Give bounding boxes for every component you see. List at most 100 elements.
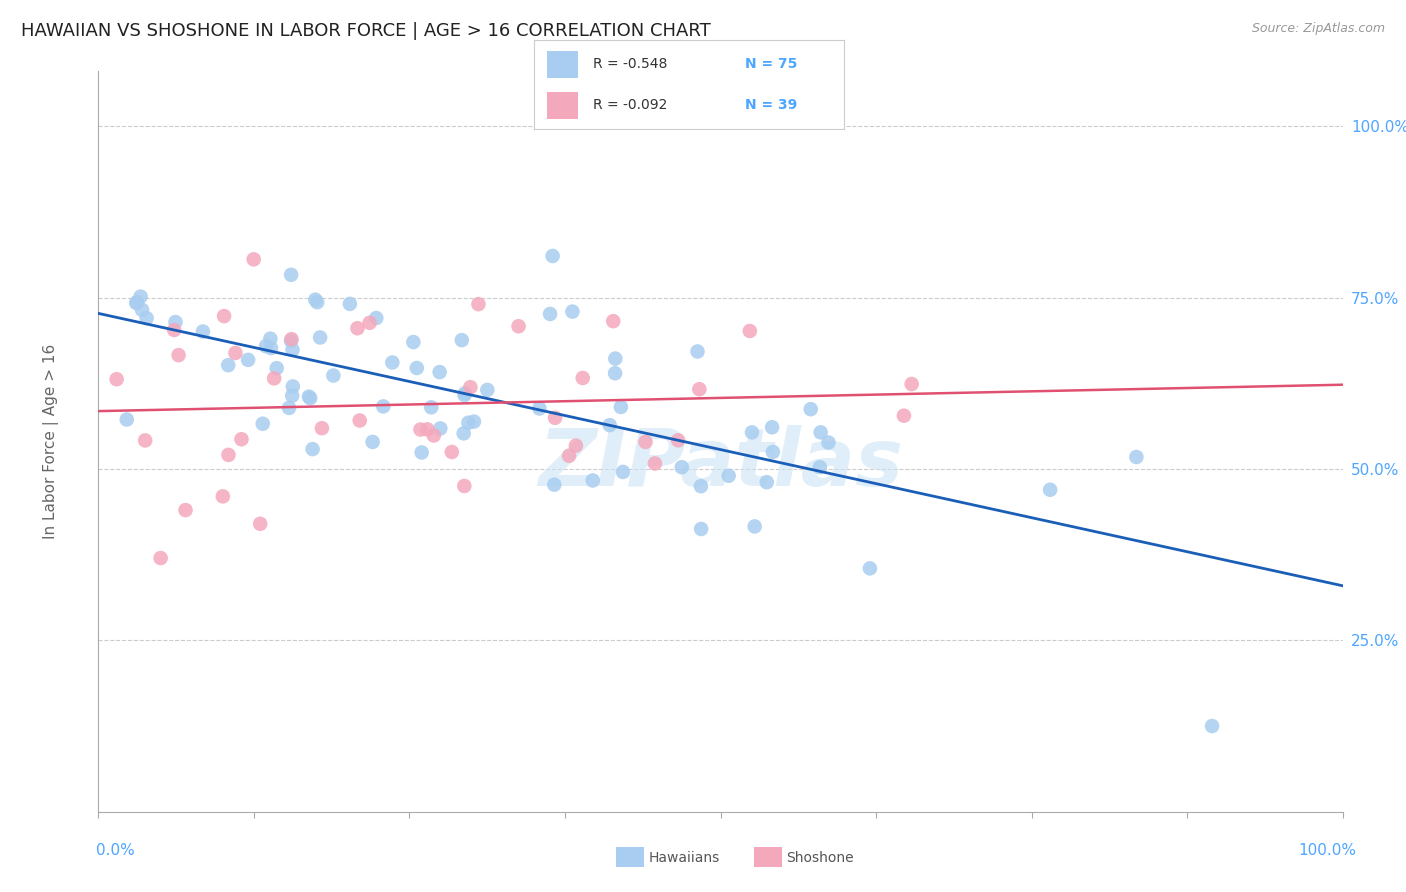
Text: In Labor Force | Age > 16: In Labor Force | Age > 16 xyxy=(44,344,59,539)
Point xyxy=(529,401,551,416)
Text: Source: ZipAtlas.com: Source: ZipAtlas.com xyxy=(1251,22,1385,36)
Point xyxy=(249,516,271,531)
Point xyxy=(644,457,666,471)
Point xyxy=(301,442,323,456)
Point xyxy=(266,361,288,376)
Point xyxy=(346,321,368,335)
Point xyxy=(373,400,395,414)
Point xyxy=(538,307,561,321)
Point xyxy=(263,371,285,385)
Point xyxy=(1125,450,1147,464)
Point xyxy=(761,420,783,434)
Point xyxy=(212,309,235,323)
Point xyxy=(808,460,831,475)
Point xyxy=(463,415,485,429)
Point xyxy=(544,410,567,425)
Point xyxy=(381,355,404,369)
Point xyxy=(429,421,451,435)
Point xyxy=(299,391,322,405)
Point xyxy=(278,401,301,415)
Point xyxy=(686,344,709,359)
Point xyxy=(307,295,329,310)
Point xyxy=(409,423,432,437)
Point xyxy=(260,341,283,355)
Point xyxy=(810,425,832,440)
Point xyxy=(115,412,138,426)
Text: N = 75: N = 75 xyxy=(745,57,797,71)
Point xyxy=(280,268,302,282)
Point xyxy=(900,377,922,392)
Point xyxy=(134,434,156,448)
Point xyxy=(599,418,621,433)
Text: Shoshone: Shoshone xyxy=(786,851,853,865)
Point xyxy=(149,551,172,566)
Point xyxy=(217,358,239,372)
Point xyxy=(605,351,627,366)
Point xyxy=(561,304,583,318)
Point xyxy=(298,390,321,404)
Point xyxy=(420,401,443,415)
Point xyxy=(129,290,152,304)
Point xyxy=(467,297,489,311)
Point xyxy=(411,445,433,459)
Point xyxy=(211,489,233,503)
Point xyxy=(174,503,197,517)
Point xyxy=(135,311,157,326)
Point xyxy=(252,417,274,431)
Point xyxy=(454,386,477,401)
Point xyxy=(893,409,915,423)
Text: R = -0.548: R = -0.548 xyxy=(593,57,668,71)
Point xyxy=(450,333,472,347)
FancyBboxPatch shape xyxy=(547,92,578,119)
Point xyxy=(612,465,634,479)
Text: HAWAIIAN VS SHOSHONE IN LABOR FORCE | AGE > 16 CORRELATION CHART: HAWAIIAN VS SHOSHONE IN LABOR FORCE | AG… xyxy=(21,22,711,40)
Point xyxy=(361,434,384,449)
Point xyxy=(280,332,302,346)
Point xyxy=(359,316,381,330)
Point xyxy=(543,477,565,491)
Point xyxy=(453,479,475,493)
Point xyxy=(167,348,190,362)
Point xyxy=(738,324,761,338)
Point xyxy=(231,432,253,446)
Point xyxy=(131,302,153,317)
Point xyxy=(242,252,264,267)
Point xyxy=(477,383,499,397)
Point xyxy=(105,372,128,386)
Text: N = 39: N = 39 xyxy=(745,98,797,112)
Text: R = -0.092: R = -0.092 xyxy=(593,98,668,112)
Point xyxy=(610,400,633,414)
Point xyxy=(1201,719,1223,733)
Point xyxy=(322,368,344,383)
Point xyxy=(281,389,304,403)
Point xyxy=(165,315,187,329)
Point xyxy=(744,519,766,533)
Point xyxy=(859,561,882,575)
Point xyxy=(125,295,148,310)
Point xyxy=(259,332,281,346)
Point xyxy=(304,293,326,307)
Point xyxy=(236,352,259,367)
Point xyxy=(460,380,482,394)
Point xyxy=(602,314,624,328)
Point xyxy=(429,365,451,379)
Point xyxy=(224,346,246,360)
Point xyxy=(508,319,530,334)
Point xyxy=(762,445,785,459)
Text: 100.0%: 100.0% xyxy=(1299,843,1357,858)
Text: ZIPatlas: ZIPatlas xyxy=(538,425,903,503)
Point xyxy=(755,475,778,490)
Point xyxy=(1039,483,1062,497)
Point xyxy=(666,434,689,448)
Text: 0.0%: 0.0% xyxy=(96,843,135,858)
Point xyxy=(541,249,564,263)
FancyBboxPatch shape xyxy=(547,51,578,78)
Point xyxy=(311,421,333,435)
Point xyxy=(582,474,605,488)
Point xyxy=(800,402,823,417)
Point xyxy=(125,296,148,310)
Point xyxy=(163,323,186,337)
Point xyxy=(558,449,581,463)
Point xyxy=(416,422,439,436)
Point xyxy=(191,325,214,339)
